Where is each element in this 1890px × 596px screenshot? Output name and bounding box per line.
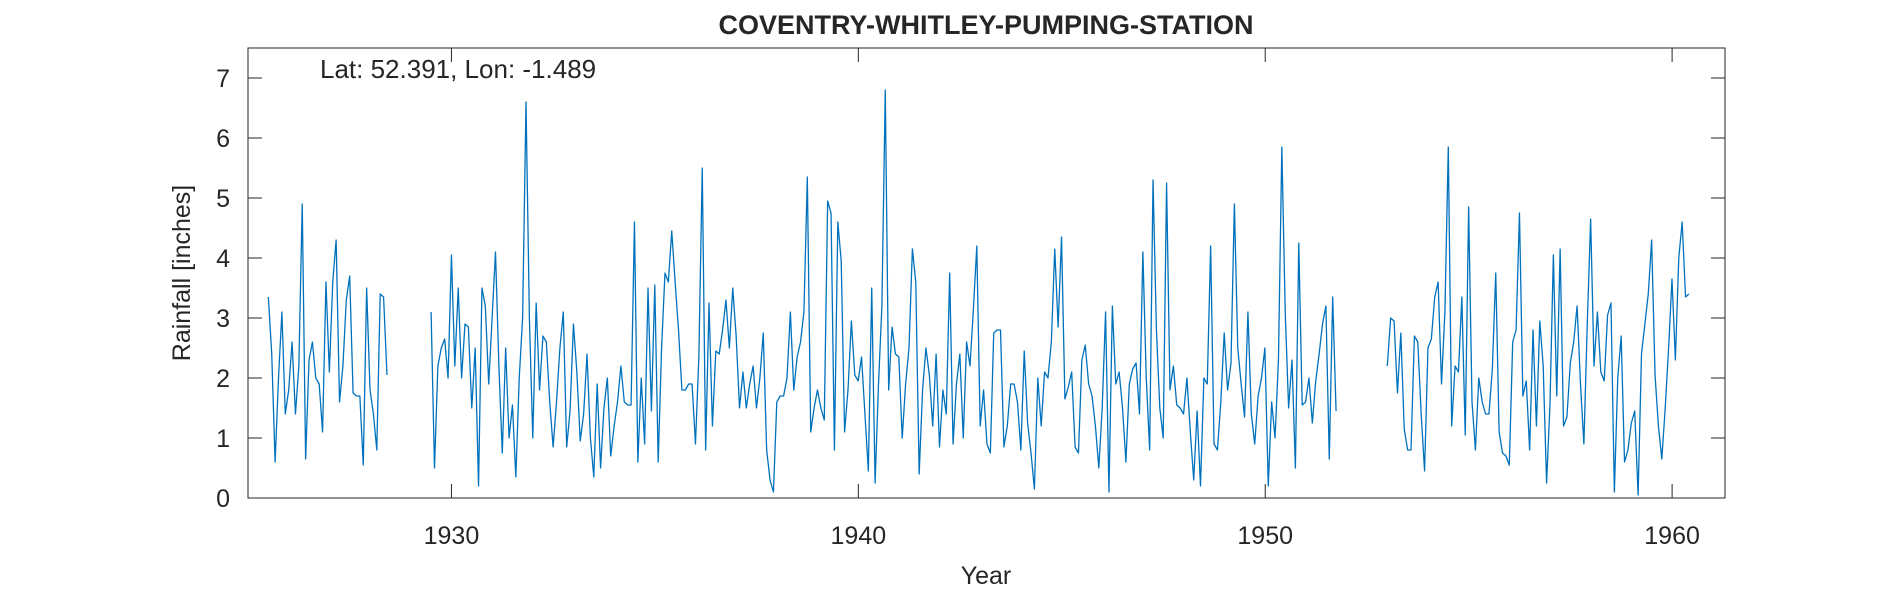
chart-annotation: Lat: 52.391, Lon: -1.489 <box>320 54 596 84</box>
x-axis-label: Year <box>961 562 1012 590</box>
y-tick-label: 2 <box>216 365 230 393</box>
rainfall-series-line-3 <box>1386 146 1690 496</box>
x-tick-label: 1940 <box>831 522 887 550</box>
y-tick-label: 0 <box>216 485 230 513</box>
x-tick-label: 1930 <box>424 522 480 550</box>
y-tick-label: 7 <box>216 65 230 93</box>
y-tick-label: 4 <box>216 245 230 273</box>
rainfall-series-line-2 <box>430 89 1337 493</box>
y-axis-label: Rainfall [inches] <box>168 185 196 361</box>
chart-title: COVENTRY-WHITLEY-PUMPING-STATION <box>719 10 1254 40</box>
y-tick-label: 5 <box>216 185 230 213</box>
tick-layer: 1930 1940 1950 1960 0 1 2 3 4 5 6 7 <box>216 48 1725 550</box>
rainfall-series-line-1 <box>267 203 388 466</box>
y-tick-label: 6 <box>216 125 230 153</box>
x-tick-label: 1960 <box>1644 522 1700 550</box>
y-tick-label: 1 <box>216 425 230 453</box>
series-layer <box>267 89 1690 496</box>
x-tick-label: 1950 <box>1237 522 1293 550</box>
y-tick-label: 3 <box>216 305 230 333</box>
